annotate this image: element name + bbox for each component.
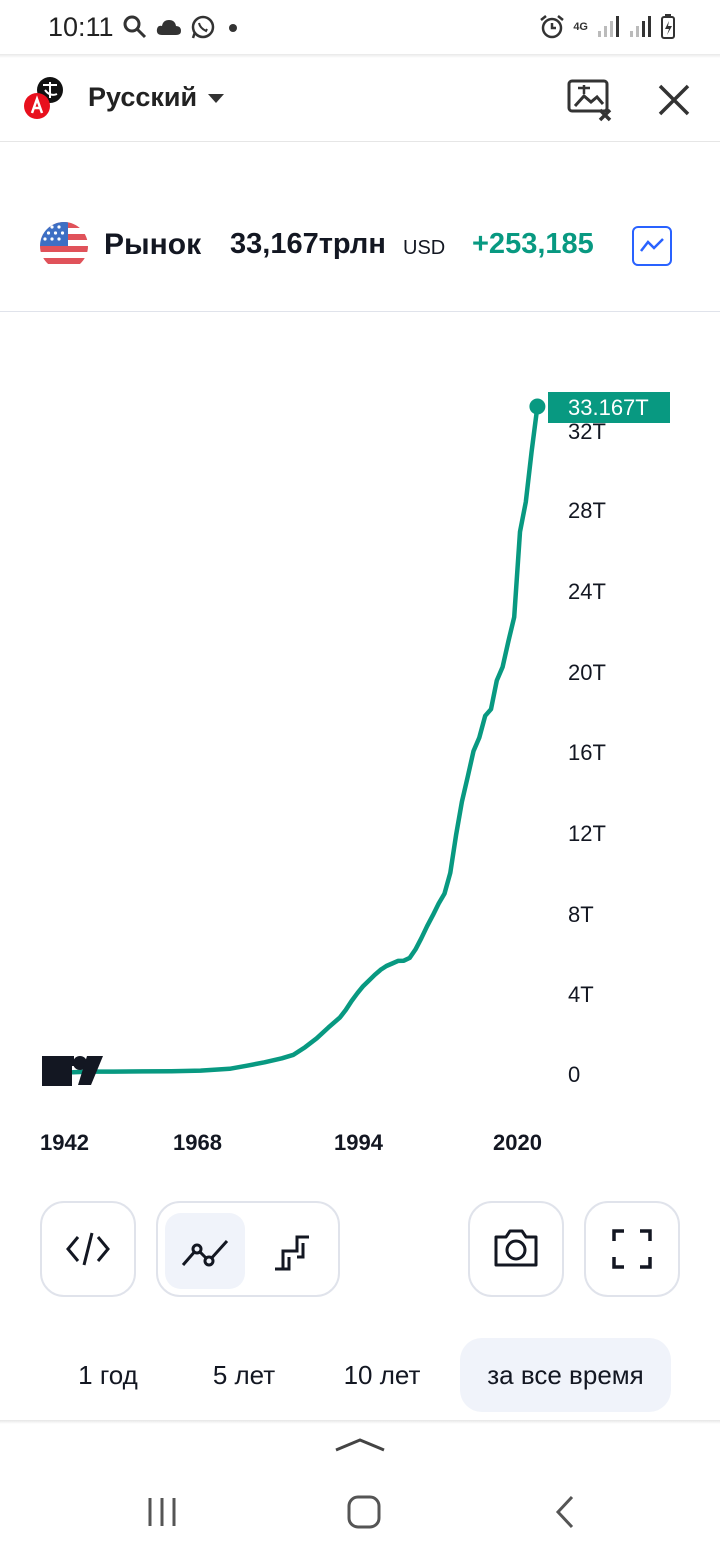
y-tick-label: 8T [568,902,594,927]
language-selector[interactable]: Русский [88,82,198,112]
symbol-header: Рынок 33,167трлн USD +253,185 [0,196,720,312]
period-5-years[interactable]: 5 лет [212,1360,276,1390]
search-icon [123,15,147,39]
network-type: 4G [573,20,588,33]
tradingview-logo [42,1056,103,1086]
y-tick-label: 32T [568,419,606,444]
us-flag-icon [40,222,88,270]
dot-icon [229,24,237,32]
screenshot-button[interactable] [468,1201,564,1297]
symbol-currency: USD [403,237,446,259]
y-tick-label: 20T [568,660,606,685]
embed-button[interactable] [40,1201,136,1297]
period-all-time[interactable]: за все время [460,1338,671,1412]
y-tick-label: 4T [568,982,594,1007]
system-nav-bar [0,1424,720,1560]
battery-icon [661,14,675,39]
x-tick-label: 1994 [334,1130,383,1155]
recent-apps-icon[interactable] [144,1494,180,1530]
status-time: 10:11 [48,12,114,42]
line-style-icon [181,1239,229,1267]
cloud-icon [156,20,181,35]
close-icon[interactable] [654,80,694,120]
status-divider [0,54,720,58]
code-icon [66,1232,110,1266]
period-1-year[interactable]: 1 год [78,1360,138,1390]
fullscreen-button[interactable] [584,1201,680,1297]
line-style-button[interactable] [165,1213,245,1289]
line-chart [42,398,546,1086]
period-10-years[interactable]: 10 лет [343,1360,421,1390]
step-style-button[interactable] [253,1213,333,1289]
series-line [70,404,540,1075]
chart-style-toggle [156,1201,340,1297]
nav-divider [0,1420,720,1424]
camera-icon [494,1229,538,1267]
signal-icon-2 [630,16,651,37]
symbol-title: Рынок [104,228,202,261]
x-tick-label: 1968 [173,1130,222,1155]
status-bar: 10:11 4G [0,0,720,54]
last-point-marker [529,398,546,415]
alarm-icon [540,15,565,39]
chart-area[interactable]: 0 4T 8T 12T 16T 20T 24T 28T 32T 33.167T … [0,312,720,1192]
translate-bar: Русский [0,58,720,142]
y-tick-label: 24T [568,579,606,604]
x-tick-label: 2020 [493,1130,542,1155]
signal-icon [598,16,619,37]
open-chart-button[interactable] [632,226,672,266]
x-tick-label: 1942 [40,1130,89,1155]
translate-app-icon[interactable] [22,76,70,124]
chevron-up-icon[interactable] [332,1436,388,1456]
last-value-label: 33.167T [548,392,670,423]
chart-line-icon [640,238,664,252]
y-tick-label: 16T [568,740,606,765]
back-icon[interactable] [548,1494,584,1530]
symbol-value: 33,167трлн [230,228,386,260]
symbol-change: +253,185 [472,228,594,260]
y-tick-label: 28T [568,498,606,523]
step-line-icon [275,1235,309,1271]
y-tick-label: 12T [568,821,606,846]
chevron-down-icon[interactable] [208,94,224,103]
fullscreen-icon [612,1229,652,1269]
image-translate-icon[interactable] [566,78,614,122]
home-icon[interactable] [344,1492,384,1532]
y-tick-label: 0 [568,1062,581,1087]
whatsapp-icon [191,15,215,39]
